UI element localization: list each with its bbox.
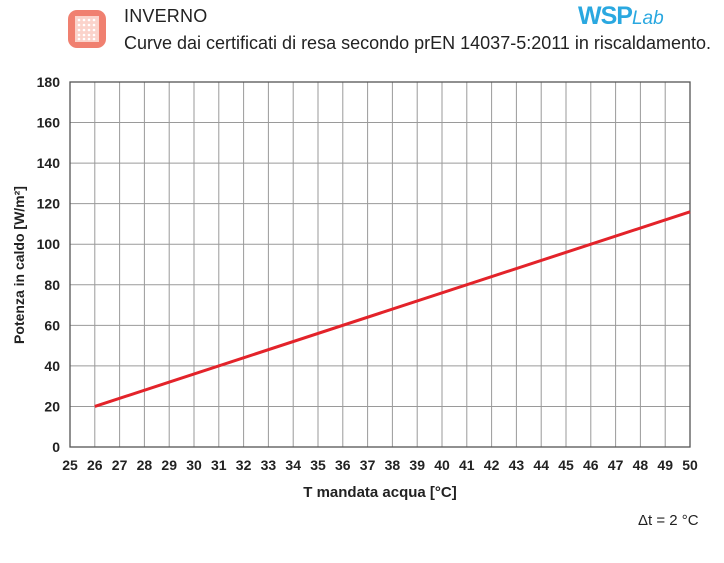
brand-main: WSP xyxy=(578,2,633,30)
x-tick-label: 40 xyxy=(434,457,450,473)
x-tick-label: 33 xyxy=(261,457,277,473)
x-tick-label: 36 xyxy=(335,457,351,473)
x-tick-label: 26 xyxy=(87,457,103,473)
series-line xyxy=(94,210,691,408)
x-tick-label: 38 xyxy=(385,457,401,473)
x-tick-label: 30 xyxy=(186,457,202,473)
y-tick-label: 140 xyxy=(37,155,61,171)
x-tick-label: 29 xyxy=(161,457,177,473)
x-tick-label: 37 xyxy=(360,457,376,473)
chart-subtitle: Curve dai certificati di resa secondo pr… xyxy=(124,33,711,53)
y-tick-label: 160 xyxy=(37,115,61,131)
x-tick-label: 50 xyxy=(682,457,698,473)
x-axis-label: T mandata acqua [°C] xyxy=(303,484,457,501)
x-tick-label: 48 xyxy=(633,457,649,473)
x-tick-label: 49 xyxy=(657,457,673,473)
grid xyxy=(69,81,691,448)
y-tick-label: 180 xyxy=(37,74,61,90)
y-tick-label: 40 xyxy=(44,358,60,374)
y-tick-label: 20 xyxy=(44,398,60,414)
plot-frame xyxy=(69,81,691,448)
x-tick-label: 44 xyxy=(533,457,549,473)
x-tick-label: 35 xyxy=(310,457,326,473)
x-tick-label: 27 xyxy=(112,457,128,473)
x-tick-label: 42 xyxy=(484,457,500,473)
x-tick-label: 41 xyxy=(459,457,475,473)
x-tick-label: 47 xyxy=(608,457,624,473)
radiator-panel-icon xyxy=(68,10,106,48)
x-tick-label: 31 xyxy=(211,457,227,473)
x-tick-labels: 25 26 27 28 29 30 31 32 33 34 35 36 37 38 39 40 41 42 43 44… xyxy=(62,457,698,473)
y-tick-label: 120 xyxy=(37,196,61,212)
x-tick-label: 34 xyxy=(285,457,301,473)
header: INVERNO Curve dai certificati di resa se… xyxy=(0,0,724,70)
x-tick-label: 43 xyxy=(509,457,525,473)
brand-logo: WSPLab xyxy=(578,2,664,31)
y-tick-label: 80 xyxy=(44,277,60,293)
brand-sub: Lab xyxy=(631,8,664,29)
y-tick-label: 100 xyxy=(37,236,61,252)
x-tick-label: 45 xyxy=(558,457,574,473)
x-tick-label: 39 xyxy=(409,457,425,473)
delta-t-note: Δt = 2 °C xyxy=(638,512,699,529)
chart-title: INVERNO xyxy=(124,6,208,26)
x-tick-label: 25 xyxy=(62,457,78,473)
x-tick-label: 32 xyxy=(236,457,252,473)
x-tick-label: 46 xyxy=(583,457,599,473)
y-tick-label: 60 xyxy=(44,317,60,333)
y-axis-label: Potenza in caldo [W/m²] xyxy=(11,186,27,344)
series-group xyxy=(94,210,691,408)
y-tick-labels: 0 20 40 60 80 100 120 140 160 180 xyxy=(37,74,61,455)
x-tick-label: 28 xyxy=(137,457,153,473)
y-tick-label: 0 xyxy=(52,439,60,455)
